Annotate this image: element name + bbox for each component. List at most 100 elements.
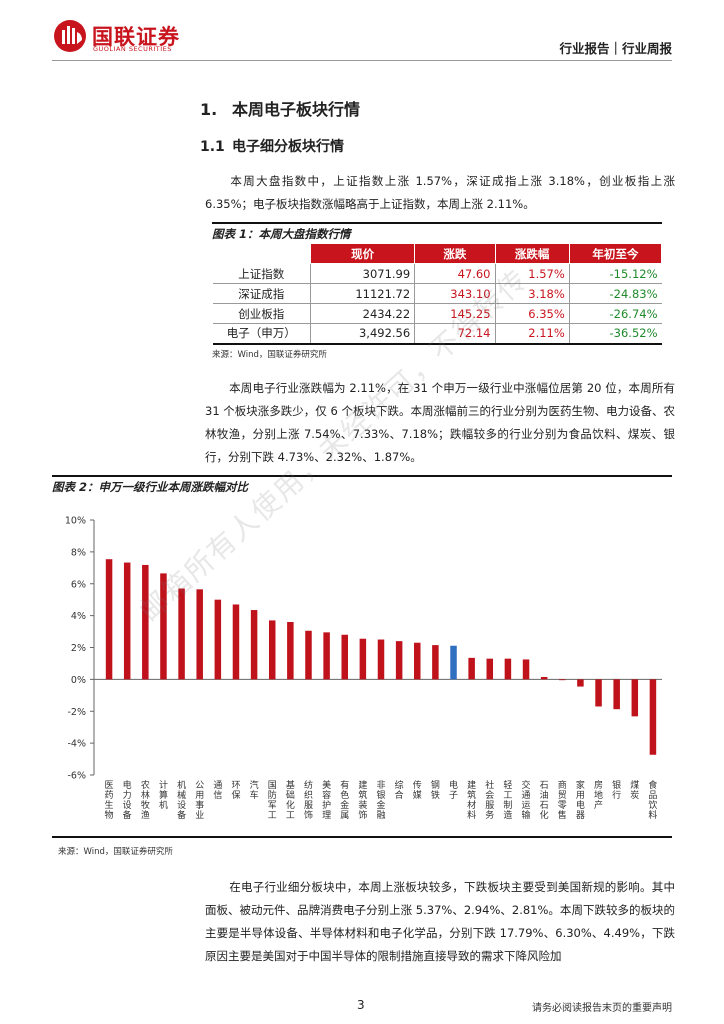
change-pct: 3.18%	[495, 283, 570, 304]
logo-mark-icon	[54, 20, 86, 52]
report-type: 行业报告｜行业周报	[559, 41, 672, 56]
table-title: 图表 1：本周大盘指数行情	[212, 222, 662, 242]
bar	[232, 604, 240, 680]
y-tick-label: 2%	[71, 643, 86, 654]
ytd-change: -36.52%	[569, 323, 662, 345]
bar	[450, 645, 457, 680]
x-tick-label: 非银金融	[376, 779, 385, 821]
bar	[214, 599, 222, 680]
x-tick-label: 医药生物	[105, 780, 114, 821]
table-source: 来源：Wind，国联证券研究所	[212, 350, 327, 360]
y-tick-label: 8%	[71, 547, 86, 558]
x-tick-label: 通信	[213, 780, 222, 801]
bar	[142, 564, 149, 680]
index-name: 上证指数	[212, 263, 311, 284]
bar	[414, 642, 421, 680]
change-pct: 2.11%	[495, 323, 570, 345]
bar	[287, 622, 294, 680]
logo-text-en: GUOLIAN SECURITIES	[93, 45, 172, 53]
x-tick-label: 建筑装饰	[358, 779, 367, 821]
x-tick-label: 综合	[395, 779, 404, 801]
index-name: 创业板指	[212, 303, 311, 324]
ytd-change: -26.74%	[569, 303, 662, 324]
x-tick-label: 轻工制造	[503, 779, 512, 821]
x-tick-label: 钢铁	[431, 779, 440, 801]
bar	[540, 676, 548, 680]
y-tick-label: 0%	[71, 675, 86, 686]
ytd-change: -24.83%	[569, 283, 662, 304]
x-tick-label: 煤炭	[630, 779, 639, 801]
x-tick-label: 环保	[231, 780, 240, 801]
chart-source: 来源：Wind，国联证券研究所	[58, 847, 173, 857]
subsection-heading: 1.1 电子细分板块行情	[200, 136, 344, 156]
x-tick-label: 计算机	[159, 779, 168, 811]
x-tick-label: 汽车	[250, 779, 259, 801]
x-tick-label: 建筑材料	[467, 779, 476, 821]
bar	[395, 641, 403, 680]
bar	[468, 657, 475, 680]
index-table: 现价 涨跌 涨跌幅 年初至今 上证指数 3071.99 47.60 1.57% …	[212, 243, 663, 345]
x-tick-label: 房地产	[594, 779, 603, 811]
x-tick-label: 美容护理	[322, 779, 331, 821]
bar	[432, 645, 439, 680]
y-tick-label: 4%	[71, 611, 86, 622]
chart-title: 图表 2：申万一级行业本周涨跌幅对比	[52, 475, 672, 496]
bar	[504, 658, 512, 680]
x-tick-label: 有色金属	[340, 779, 349, 821]
bar	[631, 679, 639, 717]
table-header-cell: 年初至今	[568, 243, 663, 264]
footer-disclaimer: 请务必阅读报告末页的重要声明	[532, 1003, 672, 1014]
y-tick-label: 10%	[65, 516, 86, 527]
x-tick-label: 农林牧渔	[141, 779, 150, 821]
subsection-number: 1.1	[200, 139, 225, 155]
table-row: 深证成指 11121.72 343.10 3.18% -24.83%	[212, 283, 662, 304]
bar	[359, 638, 367, 680]
ytd-change: -15.12%	[569, 263, 662, 284]
y-tick-label: -4%	[68, 739, 87, 750]
y-tick-label: -2%	[68, 707, 87, 718]
bar	[105, 559, 113, 680]
bar	[305, 630, 312, 680]
x-tick-label: 商贸零售	[558, 779, 567, 821]
paragraph-industry-ranking: 本周电子行业涨跌幅为 2.11%，在 31 个申万一级行业中涨幅位居第 20 位…	[205, 377, 675, 469]
page-header: 国联证券 GUOLIAN SECURITIES 行业报告｜行业周报	[0, 0, 724, 60]
table-header-row: 现价 涨跌 涨跌幅 年初至今	[212, 243, 663, 264]
change-pct: 6.35%	[495, 303, 570, 324]
table-header-cell: 涨跌幅	[494, 243, 570, 264]
company-logo: 国联证券 GUOLIAN SECURITIES	[52, 18, 187, 54]
y-tick-label: -6%	[68, 771, 87, 782]
change: 47.60	[414, 263, 496, 284]
x-tick-label: 银行	[612, 779, 621, 801]
x-tick-label: 交通运输	[522, 779, 531, 821]
paragraph-subsector: 在电子行业细分板块中，本周上涨板块较多，下跌板块主要受到美国新规的影响。其中面板…	[205, 876, 675, 968]
table-row: 上证指数 3071.99 47.60 1.57% -15.12%	[212, 263, 662, 284]
bar	[160, 573, 167, 680]
bar	[341, 634, 348, 680]
table-header-cell: 涨跌	[414, 243, 496, 264]
section-title: 本周电子板块行情	[232, 100, 361, 119]
bar	[123, 562, 131, 680]
x-tick-label: 基础化工	[286, 779, 295, 821]
x-tick-label: 电力设备	[123, 779, 132, 821]
change: 72.14	[414, 323, 496, 345]
section-heading: 1. 本周电子板块行情	[200, 96, 360, 120]
bar	[250, 610, 258, 680]
index-name: 深证成指	[212, 283, 311, 304]
page-number: 3	[357, 998, 365, 1012]
change: 145.25	[414, 303, 496, 324]
bar	[323, 632, 330, 680]
bar	[377, 639, 385, 680]
bar	[559, 679, 566, 681]
bar	[268, 620, 276, 680]
bar	[196, 589, 203, 680]
y-tick-label: 6%	[71, 579, 86, 590]
x-tick-label: 公用事业	[195, 780, 204, 821]
x-tick-label: 石油石化	[540, 781, 549, 821]
x-tick-label: 社会服务	[485, 779, 494, 821]
x-tick-label: 纺织服饰	[304, 779, 313, 821]
paragraph-text: 本周大盘指数中，上证指数上涨 1.57%，深证成指上涨 3.18%，创业板指上涨…	[205, 174, 675, 211]
x-tick-label: 电子	[449, 779, 458, 801]
bar	[577, 679, 584, 687]
x-tick-label: 食品饮料	[648, 779, 657, 821]
paragraph-text: 在电子行业细分板块中，本周上涨板块较多，下跌板块主要受到美国新规的影响。其中面板…	[205, 880, 675, 963]
